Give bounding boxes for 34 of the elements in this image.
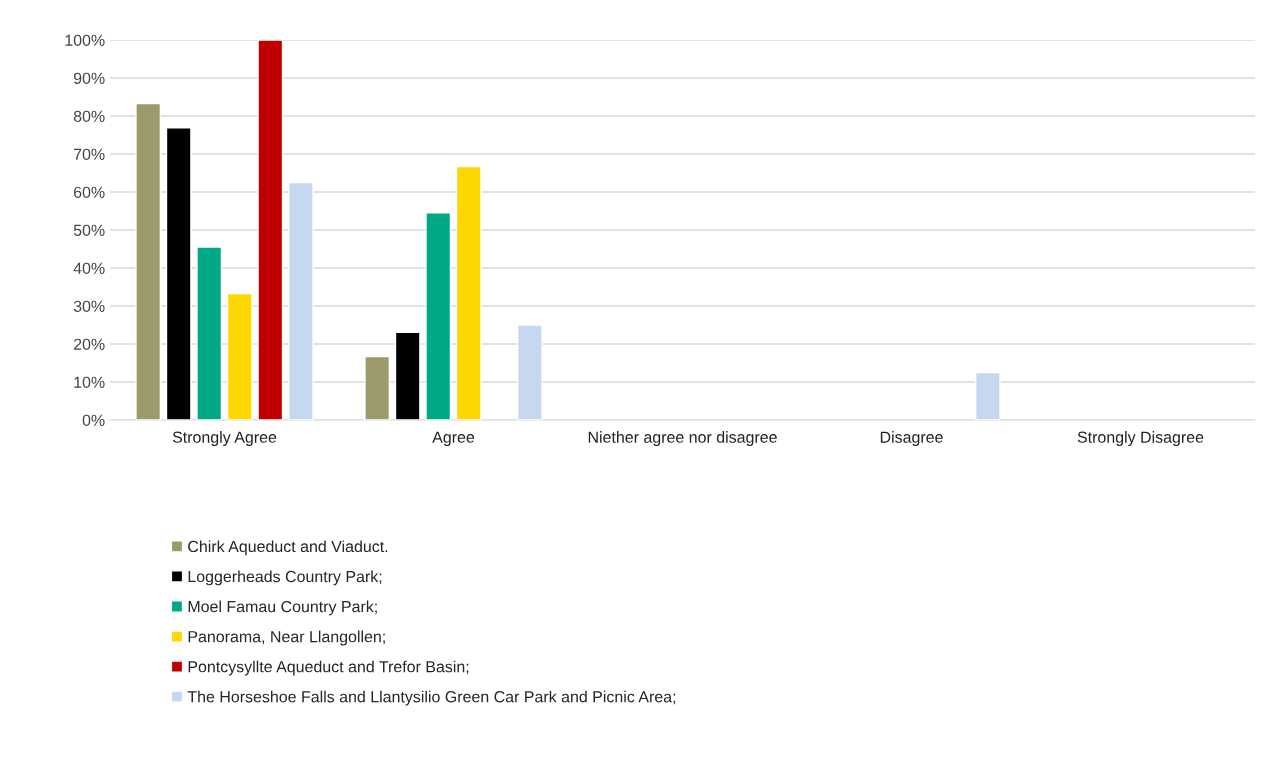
bar	[455, 165, 482, 420]
y-tick-label: 80%	[73, 110, 105, 122]
y-tick-label: 50%	[73, 224, 105, 236]
legend-label: Loggerheads Country Park;	[188, 570, 382, 586]
y-tick-label: 20%	[73, 338, 105, 350]
bar	[165, 127, 192, 420]
bar	[135, 102, 162, 420]
x-tick-label: Agree	[432, 431, 475, 446]
y-tick-label: 60%	[73, 186, 105, 198]
x-tick-label: Niether agree nor disagree	[588, 431, 777, 446]
bar	[257, 40, 284, 420]
legend-label: The Horseshoe Falls and Llantysilio Green Car Park and Picnic Area;	[187, 690, 676, 706]
bar	[287, 181, 314, 420]
bar	[226, 292, 253, 420]
x-tick-label: Disagree	[880, 431, 943, 446]
bar	[974, 371, 1001, 420]
y-tick-label: 0%	[82, 414, 105, 426]
bar	[394, 331, 421, 420]
y-tick-label: 70%	[73, 148, 105, 160]
y-tick-label: 30%	[73, 300, 105, 312]
y-tick-label: 40%	[73, 262, 105, 274]
bar	[516, 324, 543, 420]
x-tick-label: Strongly Disagree	[1077, 431, 1204, 446]
legend-label: Pontcysyllte Aqueduct and Trefor Basin;	[188, 660, 469, 676]
y-tick-label: 100%	[65, 34, 105, 46]
legend-label: Moel Famau Country Park;	[188, 600, 377, 616]
bar	[364, 355, 391, 420]
x-tick-label: Strongly Agree	[172, 431, 277, 446]
y-tick-label: 10%	[74, 376, 105, 388]
legend-label: Chirk Aqueduct and Viaduct.	[188, 540, 388, 556]
legend-label: Panorama, Near Llangollen;	[188, 630, 385, 646]
bar	[425, 212, 452, 420]
y-tick-label: 90%	[73, 72, 105, 84]
bar	[196, 246, 223, 420]
